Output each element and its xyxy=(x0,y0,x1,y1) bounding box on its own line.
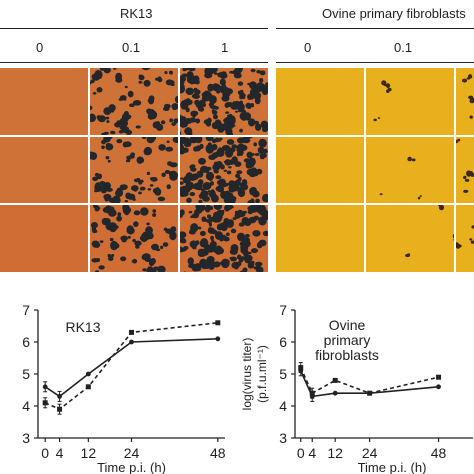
plaque-tile xyxy=(276,137,364,203)
plaque-tile xyxy=(456,68,474,135)
x-tick-label: 0 xyxy=(297,445,305,461)
x-tick-label: 48 xyxy=(431,445,447,461)
col-label-rk13-0.1: 0.1 xyxy=(122,40,141,55)
chart-title: Ovine xyxy=(329,317,366,333)
y-tick-label: 5 xyxy=(279,366,287,382)
plaque-tile xyxy=(366,205,454,272)
series-line-solid xyxy=(44,338,218,398)
col-label-rk13-0: 0 xyxy=(36,40,44,55)
rule-top-right xyxy=(276,28,474,29)
plaque-tile xyxy=(180,205,268,272)
plaque-tile xyxy=(90,137,178,203)
plaque-tile xyxy=(90,205,178,272)
plaque-tile xyxy=(180,68,268,135)
plaque-tile xyxy=(0,137,88,203)
x-tick-label: 12 xyxy=(327,445,343,461)
y-axis-label: log(virus titer) xyxy=(240,338,254,411)
plaque-tile xyxy=(180,137,268,203)
x-axis-label: Time p.i. (h) xyxy=(358,460,427,474)
chart-title: RK13 xyxy=(65,319,100,335)
plaque-tile xyxy=(0,205,88,272)
y-tick-label: 4 xyxy=(22,398,30,414)
plaque-tile xyxy=(366,137,454,203)
col-label-ovine-0: 0 xyxy=(304,40,312,55)
plaque-tile xyxy=(276,68,364,135)
x-tick-label: 0 xyxy=(41,445,49,461)
y-tick-label: 3 xyxy=(22,430,30,446)
data-point-square xyxy=(436,374,442,380)
plaque-tile xyxy=(90,68,178,135)
group-header-ovine-fibroblasts: Ovine primary fibroblasts xyxy=(322,6,466,21)
x-axis-label: Time p.i. (h) xyxy=(97,460,166,474)
x-tick-label: 4 xyxy=(56,445,64,461)
data-point-square xyxy=(85,384,91,390)
chart-title: primary xyxy=(324,332,371,348)
y-tick-label: 7 xyxy=(279,302,287,318)
x-tick-label: 48 xyxy=(210,445,226,461)
col-label-ovine-0.1: 0.1 xyxy=(394,40,413,55)
chart-title: fibroblasts xyxy=(315,347,379,363)
rule-mid-left xyxy=(0,62,268,63)
plaque-tile xyxy=(276,205,364,272)
plaque-tile xyxy=(0,68,88,135)
x-tick-label: 4 xyxy=(308,445,316,461)
plaque-tile xyxy=(366,68,454,135)
y-tick-label: 5 xyxy=(22,366,30,382)
data-point-circle xyxy=(129,339,134,345)
data-point-square xyxy=(332,377,338,383)
data-point-circle xyxy=(85,371,91,377)
data-point-square xyxy=(129,329,134,335)
plaque-tile xyxy=(456,137,474,203)
series-line-dashed xyxy=(300,367,439,395)
x-tick-label: 24 xyxy=(124,445,140,461)
y-tick-label: 6 xyxy=(22,334,30,350)
y-tick-label: 7 xyxy=(22,302,30,318)
y-tick-label: 3 xyxy=(279,430,287,446)
data-point-circle xyxy=(215,336,221,342)
data-point-square xyxy=(367,390,373,396)
data-point-circle xyxy=(332,390,338,396)
data-point-square xyxy=(215,320,221,326)
rule-mid-right xyxy=(276,62,474,63)
x-tick-label: 12 xyxy=(81,445,97,461)
plaque-tile xyxy=(456,205,474,272)
y-axis-label: (p.f.u.ml⁻¹) xyxy=(255,345,269,403)
x-tick-label: 24 xyxy=(362,445,378,461)
series-line-dashed xyxy=(44,322,218,411)
y-tick-label: 4 xyxy=(279,398,287,414)
y-tick-label: 6 xyxy=(279,334,287,350)
col-label-rk13-1: 1 xyxy=(221,40,229,55)
data-point-circle xyxy=(436,384,441,390)
rule-top-left xyxy=(0,28,268,29)
group-header-rk13: RK13 xyxy=(120,6,153,21)
